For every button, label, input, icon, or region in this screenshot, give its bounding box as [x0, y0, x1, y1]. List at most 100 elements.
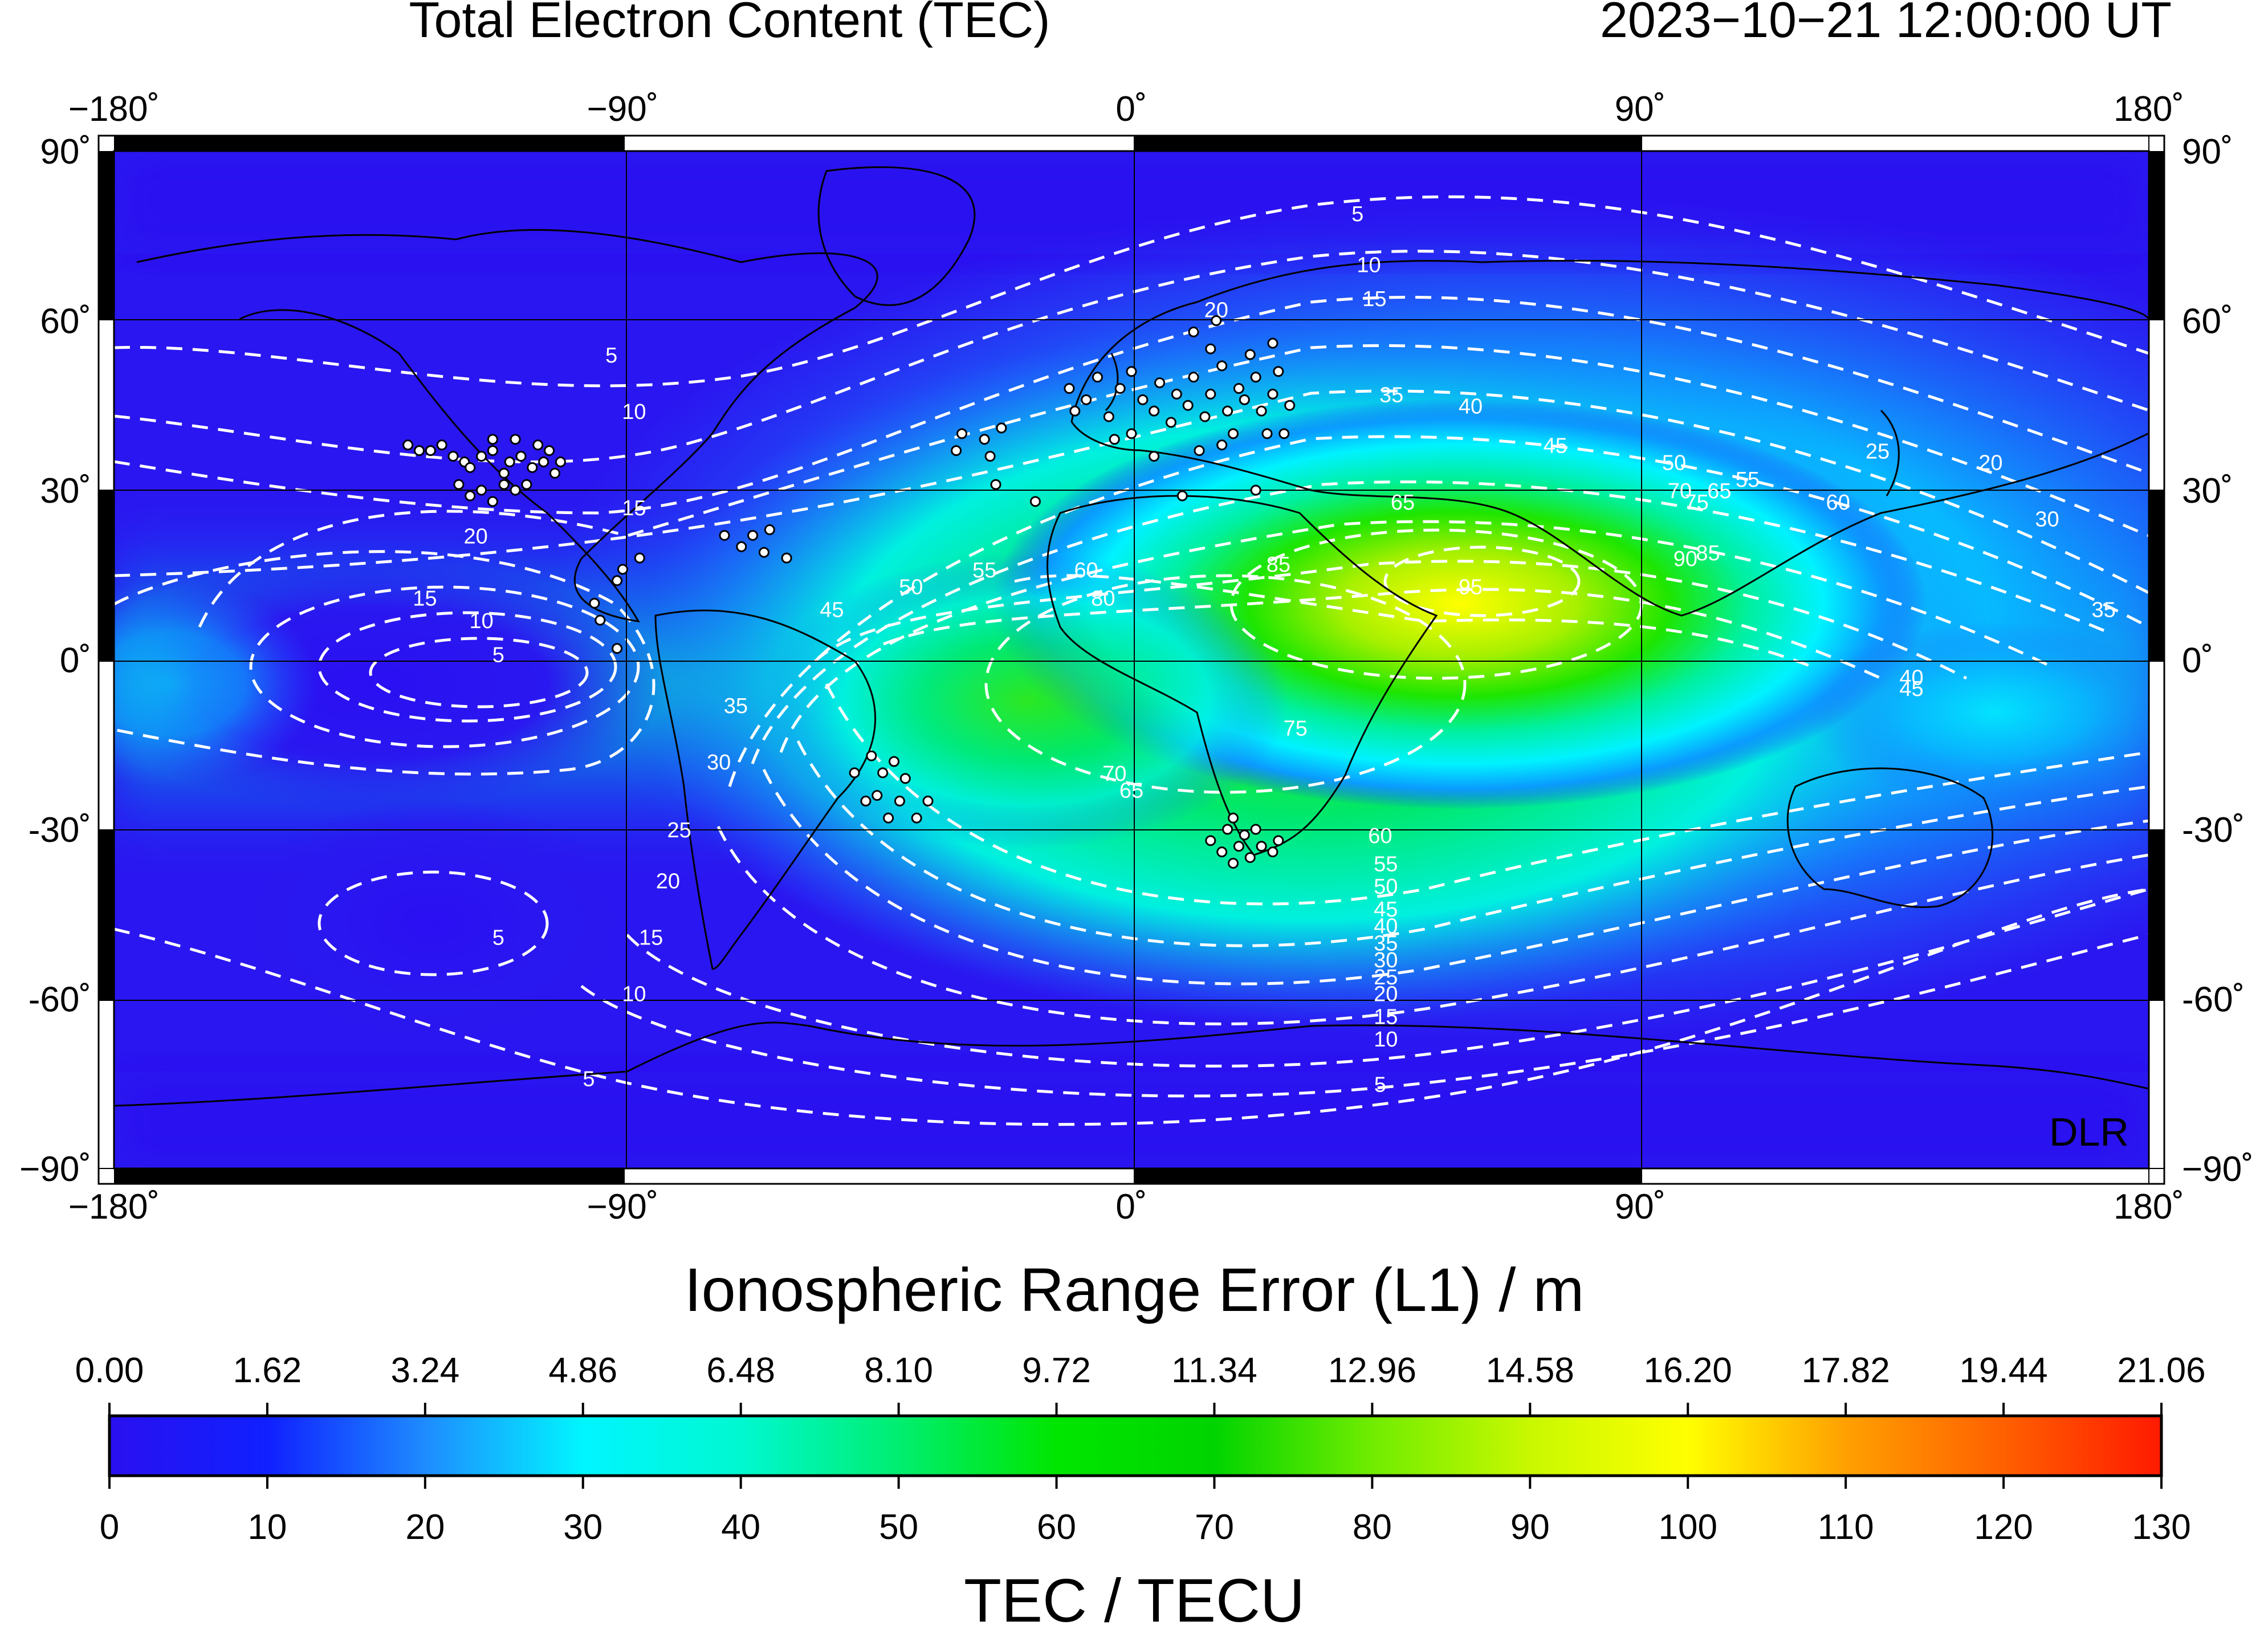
contour-label: 60 [1368, 824, 1392, 848]
contour-60 [1014, 574, 1813, 669]
lat-label-left: 30˚ [40, 471, 91, 511]
graticule [114, 151, 2149, 1168]
contour-label: 15 [413, 587, 437, 610]
gnss-station-marker [1233, 383, 1244, 394]
gnss-station-marker [532, 439, 544, 451]
contour-15-eq-pacific [249, 585, 640, 748]
gnss-station-marker [922, 795, 934, 807]
gnss-station-marker [758, 547, 769, 558]
contour-70 [984, 574, 1467, 794]
contour-label: 70 [1668, 479, 1692, 503]
coastlines [114, 166, 2149, 1107]
gnss-station-marker [1244, 349, 1256, 360]
lon-label-bottom: 180˚ [2114, 1187, 2184, 1227]
gnss-station-marker [549, 467, 560, 479]
gnss-station-marker [498, 467, 510, 479]
contour-label: 5 [1374, 1073, 1386, 1097]
colorbar-title-tecu: TEC / TECU [964, 1566, 1305, 1629]
colorbar-range-error-tick: 19.44 [1959, 1351, 2047, 1390]
lon-label-bottom: 0˚ [1115, 1187, 1147, 1227]
eurasia-coast [1070, 259, 2149, 617]
south-america-coast [654, 609, 876, 970]
gnss-station-marker [1216, 846, 1228, 858]
contour-label: 15 [622, 496, 646, 520]
gnss-station-marker [612, 643, 623, 654]
gnss-station-marker [498, 479, 510, 490]
gnss-station-marker [425, 445, 436, 457]
gnss-station-marker [889, 756, 899, 767]
contour-label: 45 [820, 598, 844, 622]
tec-field [114, 151, 2149, 1168]
contour-label: 15 [1374, 1005, 1398, 1029]
gnss-station-marker [1171, 388, 1182, 400]
lon-label-top: −90˚ [587, 89, 659, 129]
colorbar-range-error-tick: 14.58 [1486, 1351, 1574, 1390]
colorbar-range-error-tick: 6.48 [706, 1351, 775, 1390]
lat-label-left: -30˚ [28, 811, 91, 850]
gnss-station-marker [1239, 394, 1250, 405]
lat-axis-left: 90˚ 60˚ 30˚ 0˚ -30˚ -60˚ −90˚ [19, 132, 91, 1189]
lat-label-right: 60˚ [2182, 302, 2233, 341]
gnss-station-marker [1216, 439, 1228, 451]
tec-contours [114, 195, 2149, 1126]
colorbar-tecu-tick: 0 [100, 1508, 119, 1547]
gnss-station-marker [1069, 405, 1081, 417]
gnss-station-marker [883, 812, 894, 824]
contour-label: 5 [492, 926, 504, 950]
gnss-station-marker [538, 456, 549, 467]
gnss-station-marker [1092, 372, 1103, 383]
colorbar-range-error-tick: 12.96 [1328, 1351, 1416, 1390]
colorbar-tecu-tick: 130 [2132, 1508, 2190, 1547]
colorbar-tick-marks [108, 1403, 2163, 1489]
contour-10-eq-pacific [317, 611, 617, 723]
colorbar-range-error-tick: 17.82 [1802, 1351, 1890, 1390]
gnss-station-marker [996, 422, 1007, 434]
lon-label-bottom: 90˚ [1615, 1187, 1666, 1227]
gnss-station-marker [1029, 496, 1041, 507]
contour-label: 20 [1374, 983, 1398, 1007]
contour-label: 40 [1899, 666, 1923, 690]
colorbar-range-error-tick: 9.72 [1022, 1351, 1091, 1390]
contour-label: 35 [1379, 383, 1403, 407]
lat-label-right: -30˚ [2182, 811, 2245, 850]
contour-label: 85 [1696, 541, 1720, 565]
gnss-station-marker [612, 575, 623, 587]
lat-label-left: −90˚ [19, 1150, 91, 1189]
contour-label: 5 [583, 1067, 595, 1091]
gnss-station-marker [899, 773, 911, 784]
lon-label-top: 180˚ [2114, 89, 2184, 129]
contour-label: 60 [1074, 559, 1098, 583]
contour-label: 50 [899, 576, 923, 600]
contour-label: 10 [1374, 1028, 1398, 1052]
gnss-station-marker [1064, 383, 1075, 394]
contour-label: 50 [1662, 451, 1686, 475]
gnss-station-marker [1126, 366, 1137, 377]
contour-label: 10 [622, 400, 646, 424]
lat-label-left: 60˚ [40, 302, 91, 341]
contour-label: 45 [1374, 898, 1398, 922]
gnss-station-marker [1149, 451, 1160, 462]
gnss-station-marker [1149, 405, 1160, 417]
contour-25-south [716, 825, 2149, 1025]
lon-axis-top: −180˚ −90˚ 0˚ 90˚ 180˚ [68, 89, 2184, 129]
colorbar-range-error-tick: 8.10 [864, 1351, 933, 1390]
gnss-station-marker [866, 750, 877, 761]
gnss-station-marker [1267, 388, 1278, 400]
antarctica-coast [114, 1021, 2149, 1107]
contour-35-south [762, 768, 2149, 985]
lon-label-top: 0˚ [1115, 89, 1147, 129]
contour-label: 65 [1707, 479, 1731, 503]
contour-label: 90 [1673, 547, 1697, 571]
gnss-station-marker [465, 490, 476, 502]
gnss-station-marker [1239, 829, 1250, 841]
colorbar-range-error-tick: 21.06 [2117, 1351, 2205, 1390]
gnss-station-marker [764, 524, 775, 535]
colorbar-range-error-tick: 3.24 [391, 1351, 460, 1390]
contour-10-south [580, 933, 2149, 1098]
gnss-station-marker [1267, 846, 1278, 858]
contour-35 [751, 480, 2110, 764]
colorbar-range-error-tick: 0.00 [75, 1351, 144, 1390]
gnss-station-marker [1261, 428, 1273, 439]
gnss-station-marker [1103, 411, 1114, 422]
